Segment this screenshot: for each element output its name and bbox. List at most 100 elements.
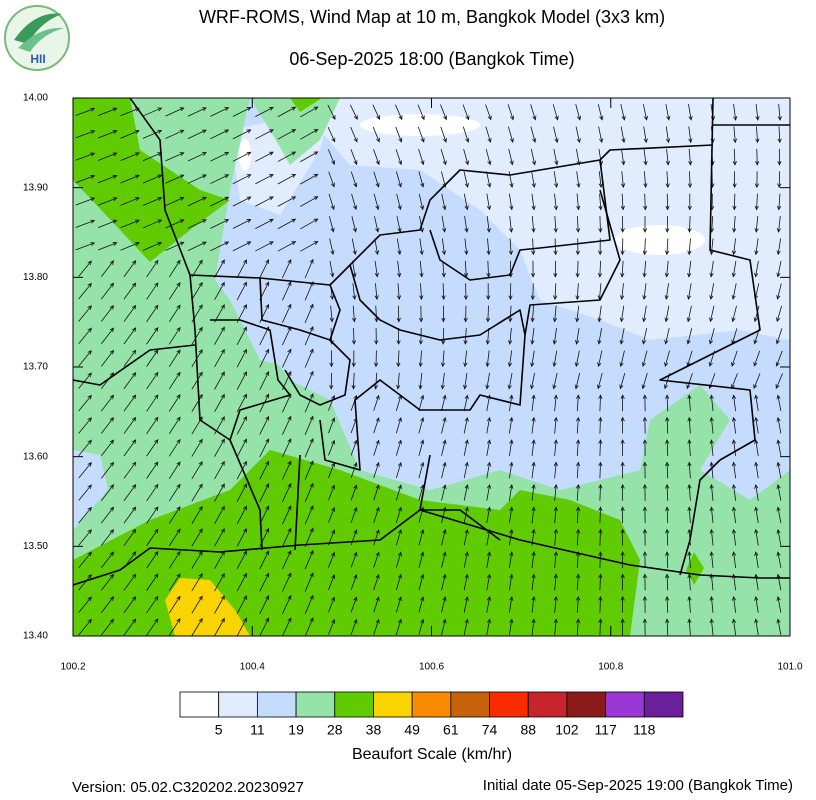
wind-arrow (236, 259, 247, 278)
wind-arrow (304, 549, 314, 570)
wind-arrow (304, 617, 314, 636)
wind-arrow (709, 416, 714, 434)
wind-arrow (373, 439, 380, 456)
wind-arrow (598, 551, 603, 569)
wind-arrow (350, 126, 358, 143)
wind-arrow (754, 215, 759, 233)
wind-arrow (351, 327, 357, 345)
wind-arrow (598, 618, 603, 636)
wind-arrow (328, 149, 336, 166)
wind-arrow (552, 350, 558, 368)
wind-arrow (530, 372, 535, 390)
wind-arrow (259, 572, 270, 592)
wind-arrow (418, 416, 425, 434)
wind-arrow (530, 350, 535, 368)
wind-arrow (373, 506, 380, 523)
wind-arrow (553, 171, 559, 189)
legend-label: 88 (520, 722, 536, 738)
wind-arrow (214, 483, 225, 502)
wind-arrow (687, 506, 692, 524)
wind-arrow (373, 461, 380, 479)
wind-arrow (776, 551, 782, 568)
wind-arrow (100, 618, 115, 636)
wind-arrow (300, 151, 319, 163)
wind-arrow (236, 415, 247, 435)
wind-arrow (236, 460, 247, 480)
wind-arrow (191, 393, 203, 412)
wind-arrow (351, 372, 356, 390)
legend-swatch (566, 691, 607, 718)
wind-arrow (641, 350, 648, 368)
wind-arrow (687, 416, 692, 434)
wind-arrow (553, 483, 558, 501)
wind-arrow (574, 350, 580, 368)
wind-arrow (753, 373, 761, 390)
wind-arrow (168, 282, 181, 300)
wind-arrow (733, 104, 738, 121)
wind-arrow (598, 506, 603, 524)
wind-arrow (75, 197, 96, 206)
wind-arrow (754, 528, 759, 546)
wind-arrow (575, 126, 581, 144)
wind-arrow (620, 439, 625, 457)
wind-arrow (329, 372, 334, 390)
wind-arrow (418, 461, 425, 479)
wind-arrow (665, 483, 670, 501)
y-tick-label: 13.90 (23, 182, 48, 193)
wind-arrow (664, 350, 670, 367)
wind-arrow (687, 483, 692, 501)
wind-arrow (78, 461, 92, 479)
legend-swatch (179, 691, 220, 718)
wind-arrow (146, 282, 159, 300)
wind-arrow (142, 219, 163, 229)
wind-arrow (754, 171, 760, 189)
wind-arrow (441, 484, 447, 501)
wind-arrow (776, 461, 782, 479)
wind-arrow (395, 618, 402, 635)
wind-arrow (255, 151, 274, 162)
wind-arrow (441, 439, 447, 456)
wind-arrow (509, 506, 514, 524)
wind-arrow (100, 573, 115, 591)
wind-arrow (282, 281, 292, 301)
wind-arrow (777, 126, 782, 144)
wind-arrow (187, 219, 207, 229)
wind-arrow (598, 193, 603, 211)
wind-arrow (530, 328, 535, 345)
wind-arrow (531, 461, 536, 479)
wind-arrow (754, 551, 759, 568)
wind-arrow (709, 483, 714, 501)
legend-label: 38 (366, 722, 382, 738)
wind-arrow (349, 104, 358, 121)
wind-arrow (214, 393, 225, 413)
wind-arrow (75, 174, 96, 184)
wind-arrow (575, 260, 580, 278)
wind-arrow (665, 573, 670, 591)
wind-arrow (374, 216, 380, 233)
wind-arrow (123, 595, 137, 614)
wind-arrow (100, 416, 115, 434)
wind-arrow (508, 327, 513, 345)
wind-arrow (236, 617, 247, 636)
wind-arrow (642, 238, 647, 256)
wind-arrow (232, 151, 252, 162)
wind-arrow (440, 149, 447, 166)
wind-arrow (146, 416, 159, 435)
wind-arrow (575, 305, 580, 323)
wind-arrow (255, 196, 274, 207)
wind-arrow (396, 350, 401, 368)
wind-arrow (620, 416, 625, 434)
wind-arrow (598, 461, 603, 479)
wind-arrow (277, 129, 297, 140)
wind-arrow (776, 618, 782, 636)
wind-arrow (304, 594, 314, 615)
wind-arrow (755, 104, 760, 121)
wind-arrow (142, 129, 163, 139)
wind-arrow (731, 551, 737, 568)
wind-arrow (620, 283, 625, 301)
map-title: WRF-ROMS, Wind Map at 10 m, Bangkok Mode… (199, 7, 665, 27)
wind-arrow (687, 439, 692, 457)
wind-arrow (462, 126, 470, 143)
wind-arrow (120, 241, 140, 251)
wind-arrow (463, 193, 469, 211)
